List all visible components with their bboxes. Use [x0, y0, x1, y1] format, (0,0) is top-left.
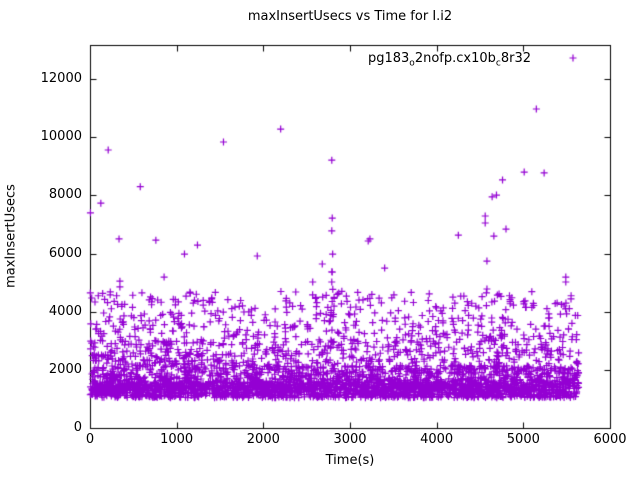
- x-tick-label: 0: [85, 432, 95, 447]
- y-tick-label: 4000: [48, 303, 82, 319]
- y-axis-label: maxInsertUsecs: [3, 184, 19, 288]
- legend-label-text: pg183: [367, 51, 410, 66]
- y-tick-label: 12000: [40, 71, 82, 87]
- chart-title: maxInsertUsecs vs Time for I.i2: [247, 9, 453, 24]
- x-tick-label: 4000: [420, 432, 454, 447]
- x-tick-label: 2000: [246, 432, 280, 447]
- y-tick-label: 6000: [48, 245, 82, 261]
- legend-label-text: 2nofp.cx10b: [414, 51, 496, 66]
- x-tick-label: 3000: [333, 432, 367, 447]
- y-tick-label: 2000: [48, 361, 82, 377]
- y-tick-label: 0: [73, 420, 82, 435]
- x-tick-label: 6000: [593, 432, 627, 447]
- legend-label-text: 8r32: [500, 51, 531, 66]
- x-axis-label: Time(s): [325, 453, 375, 468]
- legend-label-subscript: c: [495, 58, 501, 69]
- legend-series-label: pg183o2nofp.cx10bc8r32: [368, 51, 531, 69]
- y-tick-label: 10000: [40, 129, 82, 145]
- x-tick-label: 1000: [160, 432, 194, 447]
- y-tick-label: 8000: [48, 187, 82, 203]
- legend-label-subscript: o: [409, 58, 415, 69]
- x-tick-label: 5000: [506, 432, 540, 447]
